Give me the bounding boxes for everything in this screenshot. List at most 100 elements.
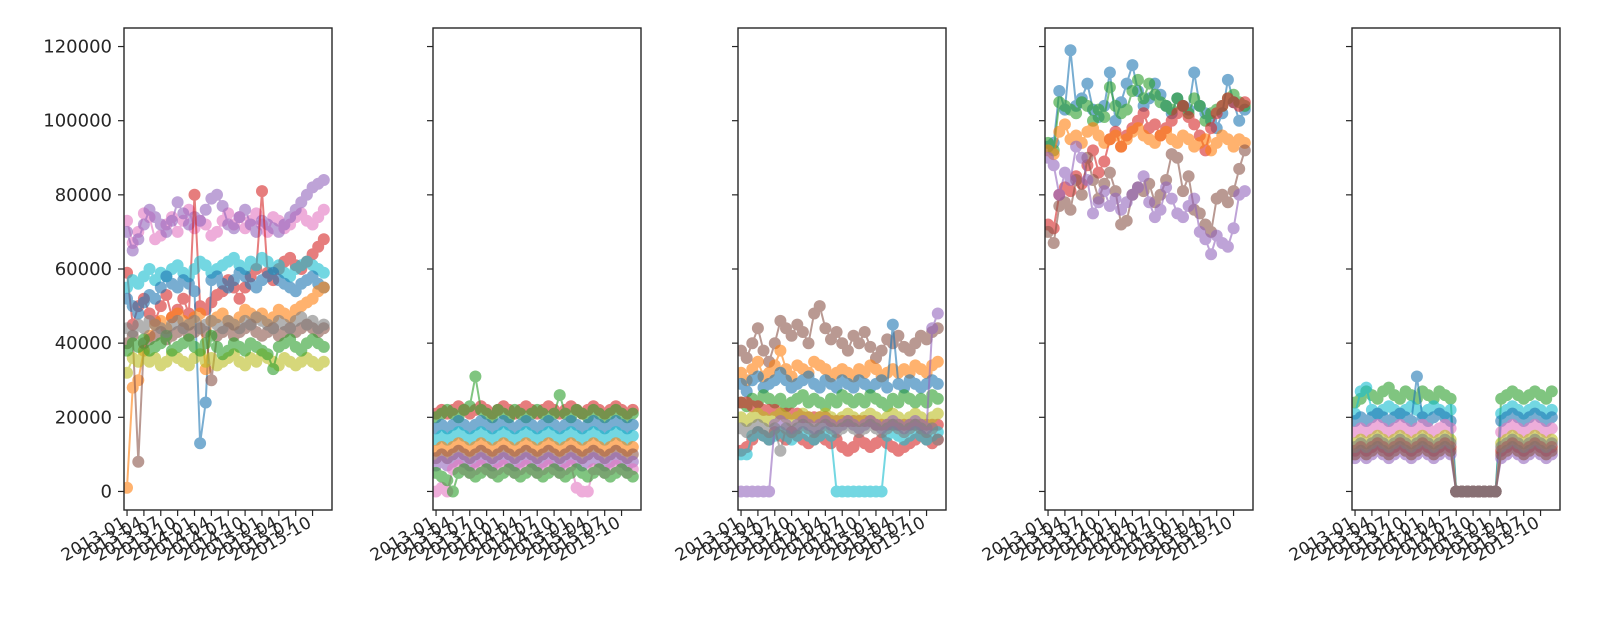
y-tick-label: 120000 [43,37,112,58]
data-point [931,407,944,420]
data-point [177,207,190,220]
y-tick-label: 40000 [55,333,112,354]
data-point [768,422,781,435]
data-point [1075,151,1088,164]
data-point [1137,170,1150,183]
data-point [177,292,190,305]
data-point [751,322,764,335]
data-point [132,307,145,320]
data-point [626,407,639,420]
data-point [1126,85,1139,97]
series-6 [1045,140,1251,261]
data-point [1182,170,1195,183]
data-point [1103,66,1116,79]
data-point [1221,240,1234,253]
data-point [1064,203,1077,216]
data-point [931,307,944,320]
data-point [931,433,944,446]
data-point [1545,437,1558,450]
data-point [1545,411,1558,424]
plot-area [1045,44,1251,261]
data-point [199,203,212,216]
data-point [1410,370,1423,383]
series-1 [738,300,944,368]
data-point [1160,181,1173,194]
data-point [1177,99,1189,112]
data-point [267,363,280,376]
y-tick-label: 80000 [55,185,112,206]
data-point [1047,159,1060,172]
data-point [1199,233,1212,246]
data-point [441,474,454,487]
series-2 [433,370,639,424]
data-point [746,337,759,350]
data-point [1137,107,1150,120]
data-point [194,214,207,227]
data-point [317,233,330,246]
data-point [1148,118,1161,131]
data-point [1047,237,1060,249]
data-point [1545,385,1558,398]
data-point [1070,140,1083,153]
data-point [1171,151,1184,164]
data-point [1126,59,1139,72]
data-point [154,281,167,294]
data-point [796,326,809,338]
data-point [926,422,939,435]
plot-area [738,300,944,498]
data-point [802,337,815,350]
data-point [205,374,218,387]
plot-area [433,370,639,498]
data-point [446,485,459,498]
data-point [256,185,268,198]
data-point [1221,196,1234,209]
data-point [124,225,133,238]
data-point [1137,92,1150,105]
data-point [751,355,764,368]
data-point [1227,222,1240,235]
y-tick-label: 60000 [55,259,112,280]
data-point [1120,103,1133,116]
data-point [931,377,944,390]
data-point [1233,162,1246,175]
data-point [830,326,843,338]
data-point [1238,96,1251,109]
data-point [216,200,229,212]
data-point [1120,214,1133,227]
data-point [317,340,330,353]
data-point [892,329,905,342]
data-point [1143,77,1156,90]
data-point [774,344,787,357]
data-point [626,470,639,483]
data-point [1205,122,1218,135]
data-point [1238,185,1251,198]
data-point [469,370,482,383]
subplot-panel-3: 2013-012013-042013-072013-102014-012014-… [672,27,947,566]
data-point [1199,133,1212,146]
subplot-panel-4: 2013-012013-042013-072013-102014-012014-… [979,27,1254,566]
data-point [143,263,156,275]
data-point [132,455,145,468]
data-point [1098,111,1111,123]
data-point [317,355,330,368]
series-9 [1352,433,1558,498]
data-point [1233,114,1246,127]
subplot-panel-1: 0200004000060000800001000001200002013-01… [43,27,333,566]
data-point [1132,73,1144,86]
data-point [124,481,133,494]
data-point [1087,207,1099,220]
y-tick-label: 20000 [55,407,112,428]
data-point [239,203,252,216]
data-point [1098,155,1111,168]
plot-area [124,174,330,494]
data-point [626,418,639,431]
data-point [813,300,826,313]
series-9 [433,463,639,498]
data-point [853,337,866,350]
data-point [1188,66,1201,79]
data-point [149,292,162,305]
data-point [740,352,753,364]
data-point [1132,181,1144,194]
data-point [1081,99,1094,112]
